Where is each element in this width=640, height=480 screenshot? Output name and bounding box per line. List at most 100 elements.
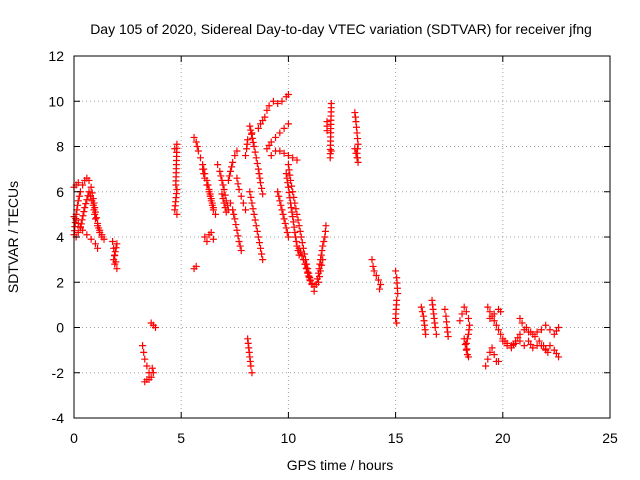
data-point <box>542 321 550 329</box>
data-point <box>216 167 224 175</box>
x-tick-label: 10 <box>281 430 297 446</box>
data-point <box>201 174 209 182</box>
data-point <box>486 348 494 356</box>
data-point <box>299 256 307 264</box>
data-point <box>235 238 243 246</box>
data-point <box>516 330 524 338</box>
data-point <box>79 212 87 220</box>
data-point <box>431 324 439 331</box>
data-point <box>112 244 120 252</box>
data-point <box>87 183 95 191</box>
data-point <box>200 170 208 178</box>
data-point <box>267 138 275 146</box>
data-point <box>289 188 297 196</box>
data-point <box>284 120 292 128</box>
data-point <box>319 242 327 250</box>
data-point <box>227 199 235 207</box>
data-point <box>520 342 528 350</box>
data-point <box>374 276 382 284</box>
data-point <box>291 228 299 236</box>
data-point <box>533 328 541 336</box>
data-point <box>253 159 261 167</box>
data-point <box>148 364 156 372</box>
data-point <box>85 188 93 196</box>
data-point <box>199 165 207 173</box>
data-point <box>248 130 256 138</box>
data-point <box>224 176 232 184</box>
data-point <box>194 147 202 155</box>
data-point <box>555 324 563 331</box>
data-point <box>89 201 97 209</box>
data-point <box>255 170 263 178</box>
data-point <box>280 215 288 223</box>
data-point <box>246 122 254 130</box>
data-point <box>247 193 255 201</box>
data-point <box>486 314 494 322</box>
data-point <box>86 192 94 200</box>
data-point <box>464 330 472 338</box>
data-point <box>242 152 250 160</box>
data-point <box>236 242 244 250</box>
data-point <box>110 256 118 264</box>
data-point <box>278 206 286 214</box>
data-point <box>462 308 470 316</box>
data-point <box>250 210 258 218</box>
data-point <box>252 222 260 230</box>
data-point <box>288 182 296 190</box>
data-point <box>172 181 180 189</box>
x-tick-label: 0 <box>70 430 78 446</box>
data-points <box>70 90 563 386</box>
data-point <box>317 267 325 275</box>
data-point <box>283 228 291 236</box>
data-point <box>113 240 121 248</box>
data-point <box>353 154 361 162</box>
data-point <box>93 214 101 222</box>
data-point <box>298 239 306 247</box>
data-point <box>254 233 262 241</box>
y-tick-label: 10 <box>48 93 64 109</box>
data-point <box>460 303 468 311</box>
data-point <box>74 201 82 209</box>
data-point <box>233 226 241 234</box>
data-point <box>293 210 301 218</box>
data-point <box>461 340 469 348</box>
data-point <box>235 185 243 193</box>
data-point <box>251 148 259 156</box>
data-point <box>422 330 430 338</box>
data-point <box>246 188 254 196</box>
y-tick-label: 4 <box>56 229 64 245</box>
data-point <box>111 260 119 268</box>
data-point <box>203 181 211 189</box>
x-axis-label: GPS time / hours <box>287 457 394 473</box>
data-point <box>497 330 505 338</box>
data-point <box>205 188 213 196</box>
data-point <box>259 256 267 264</box>
data-point <box>287 176 295 184</box>
y-tick-label: 0 <box>56 320 64 336</box>
data-point <box>242 206 250 214</box>
data-point <box>269 97 277 105</box>
data-point <box>274 188 282 196</box>
data-point <box>275 192 283 200</box>
data-point <box>322 222 330 230</box>
y-tick-label: 6 <box>56 184 64 200</box>
data-point <box>518 319 526 327</box>
data-point <box>237 247 245 255</box>
data-point <box>267 152 275 160</box>
data-point <box>310 283 318 291</box>
x-tick-label: 15 <box>388 430 404 446</box>
data-point <box>203 238 211 246</box>
data-point <box>265 102 273 110</box>
data-point <box>284 161 292 169</box>
data-point <box>143 362 151 370</box>
data-point <box>516 314 524 322</box>
data-point <box>139 342 147 350</box>
data-point <box>282 224 290 232</box>
data-point <box>280 124 288 132</box>
data-point <box>221 204 229 212</box>
y-axis-label: SDTVAR / TECUs <box>5 181 21 293</box>
data-point <box>141 355 149 363</box>
data-point <box>315 273 323 281</box>
data-point <box>377 281 385 289</box>
